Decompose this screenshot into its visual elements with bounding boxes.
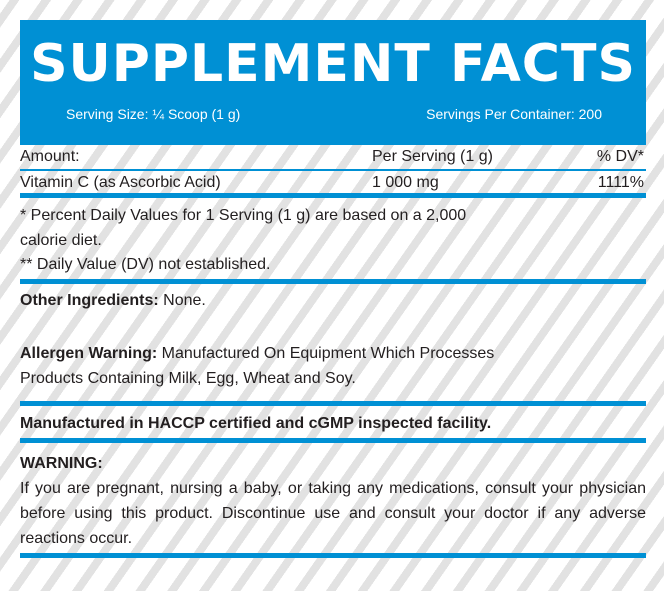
allergen-label: Allergen Warning:: [20, 345, 158, 362]
nutrient-name: Vitamin C (as Ascorbic Acid): [20, 174, 221, 191]
divider: [20, 193, 646, 198]
dv-header: % DV*: [596, 148, 644, 165]
divider: [20, 401, 646, 406]
footnote-1: * Percent Daily Values for 1 Serving (1 …: [20, 207, 467, 224]
other-ingredients-label: Other Ingredients:: [20, 292, 159, 309]
other-ingredients-value: None.: [158, 292, 206, 309]
allergen-text: Manufactured On Equipment Which Processe…: [157, 345, 495, 362]
warning-label: WARNING:: [20, 455, 103, 472]
divider: [20, 553, 646, 558]
facility-statement: Manufactured in HACCP certified and cGMP…: [20, 415, 492, 432]
allergen-warning: Allergen Warning: Manufactured On Equipm…: [20, 341, 494, 366]
footnote-1-cont: calorie diet.: [20, 232, 102, 249]
allergen-text-cont: Products Containing Milk, Egg, Wheat and…: [20, 370, 356, 387]
divider: [20, 279, 646, 284]
page-title: SUPPLEMENT FACTS: [30, 34, 636, 94]
amount-header: Amount:: [20, 148, 80, 165]
warning-text: If you are pregnant, nursing a baby, or …: [20, 480, 646, 547]
divider: [20, 169, 646, 171]
footnote-2: ** Daily Value (DV) not established.: [20, 256, 271, 273]
other-ingredients: Other Ingredients: None.: [20, 288, 206, 313]
nutrient-amount: 1 000 mg: [372, 174, 439, 191]
per-serving-header: Per Serving (1 g): [372, 148, 493, 165]
divider: [20, 438, 646, 443]
serving-size: Serving Size: ¼ Scoop (1 g): [66, 106, 241, 122]
nutrient-dv: 1111%: [597, 174, 644, 191]
header-banner: SUPPLEMENT FACTS Serving Size: ¼ Scoop (…: [20, 20, 646, 145]
servings-per-container: Servings Per Container: 200: [426, 106, 602, 122]
